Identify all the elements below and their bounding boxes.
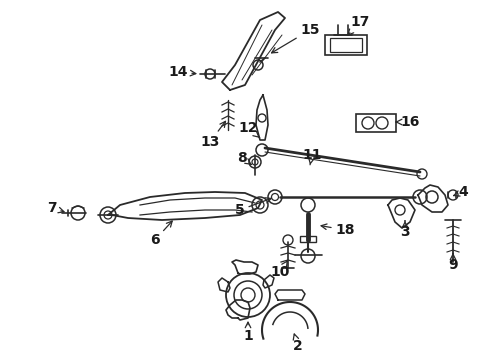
Text: 16: 16 (395, 115, 419, 129)
Bar (355, 114, 395, 132)
Text: 4: 4 (453, 185, 467, 199)
Text: 5: 5 (235, 198, 270, 217)
Bar (325, 35, 366, 55)
Text: 10: 10 (270, 261, 289, 279)
Text: 12: 12 (238, 121, 259, 138)
Text: 13: 13 (200, 121, 225, 149)
Text: 7: 7 (47, 201, 64, 215)
Bar (299, 236, 315, 242)
Text: 18: 18 (321, 223, 354, 237)
Text: 3: 3 (399, 221, 409, 239)
Text: 11: 11 (302, 148, 321, 165)
Text: 17: 17 (347, 15, 369, 35)
Text: 9: 9 (447, 254, 457, 272)
Text: 14: 14 (168, 65, 195, 79)
Text: 1: 1 (243, 322, 252, 343)
Text: 15: 15 (271, 23, 319, 53)
Text: 2: 2 (292, 334, 302, 353)
Text: 6: 6 (150, 221, 172, 247)
Bar (329, 38, 361, 52)
Text: 8: 8 (237, 151, 251, 165)
